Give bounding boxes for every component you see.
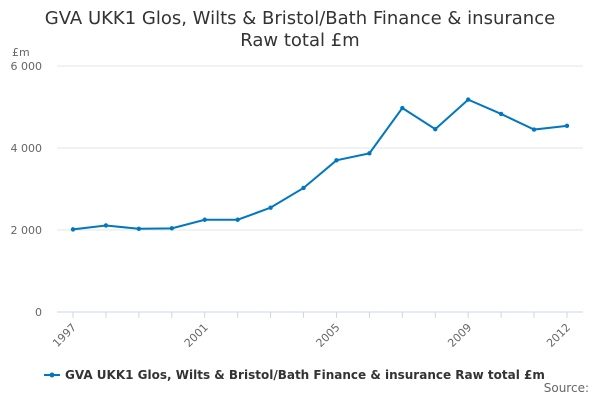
data-point xyxy=(367,151,372,156)
legend-label: GVA UKK1 Glos, Wilts & Bristol/Bath Fina… xyxy=(65,368,545,382)
data-point xyxy=(235,217,240,222)
y-tick-label: 6 000 xyxy=(11,60,43,73)
data-point xyxy=(202,217,207,222)
data-point xyxy=(334,158,339,163)
chart-title: GVA UKK1 Glos, Wilts & Bristol/Bath Fina… xyxy=(44,8,556,29)
x-tick-label: 1997 xyxy=(50,321,79,350)
y-axis-label: £m xyxy=(12,46,30,59)
chart-subtitle: Raw total £m xyxy=(240,30,360,51)
data-point xyxy=(466,97,471,102)
data-point xyxy=(400,105,405,111)
y-tick-label: 4 000 xyxy=(11,142,43,155)
data-point xyxy=(70,227,76,232)
legend-item[interactable]: GVA UKK1 Glos, Wilts & Bristol/Bath Fina… xyxy=(44,368,545,382)
y-tick-label: 2 000 xyxy=(11,224,43,237)
data-point xyxy=(301,185,306,191)
x-tick-label: 2012 xyxy=(544,321,573,350)
data-point xyxy=(169,226,174,231)
data-point xyxy=(268,205,273,210)
data-point xyxy=(531,127,537,132)
series-line xyxy=(72,98,568,231)
x-tick-label: 2005 xyxy=(314,321,343,350)
data-point xyxy=(136,226,142,231)
source-label: Source: xyxy=(543,381,589,395)
x-tick-label: 2009 xyxy=(445,321,474,350)
y-tick-label: 0 xyxy=(35,306,42,319)
legend-point-marker xyxy=(49,372,55,378)
data-point xyxy=(564,123,570,129)
data-point xyxy=(498,111,504,117)
data-point xyxy=(103,223,109,228)
x-tick-label: 2001 xyxy=(182,321,211,350)
data-point xyxy=(433,126,438,132)
